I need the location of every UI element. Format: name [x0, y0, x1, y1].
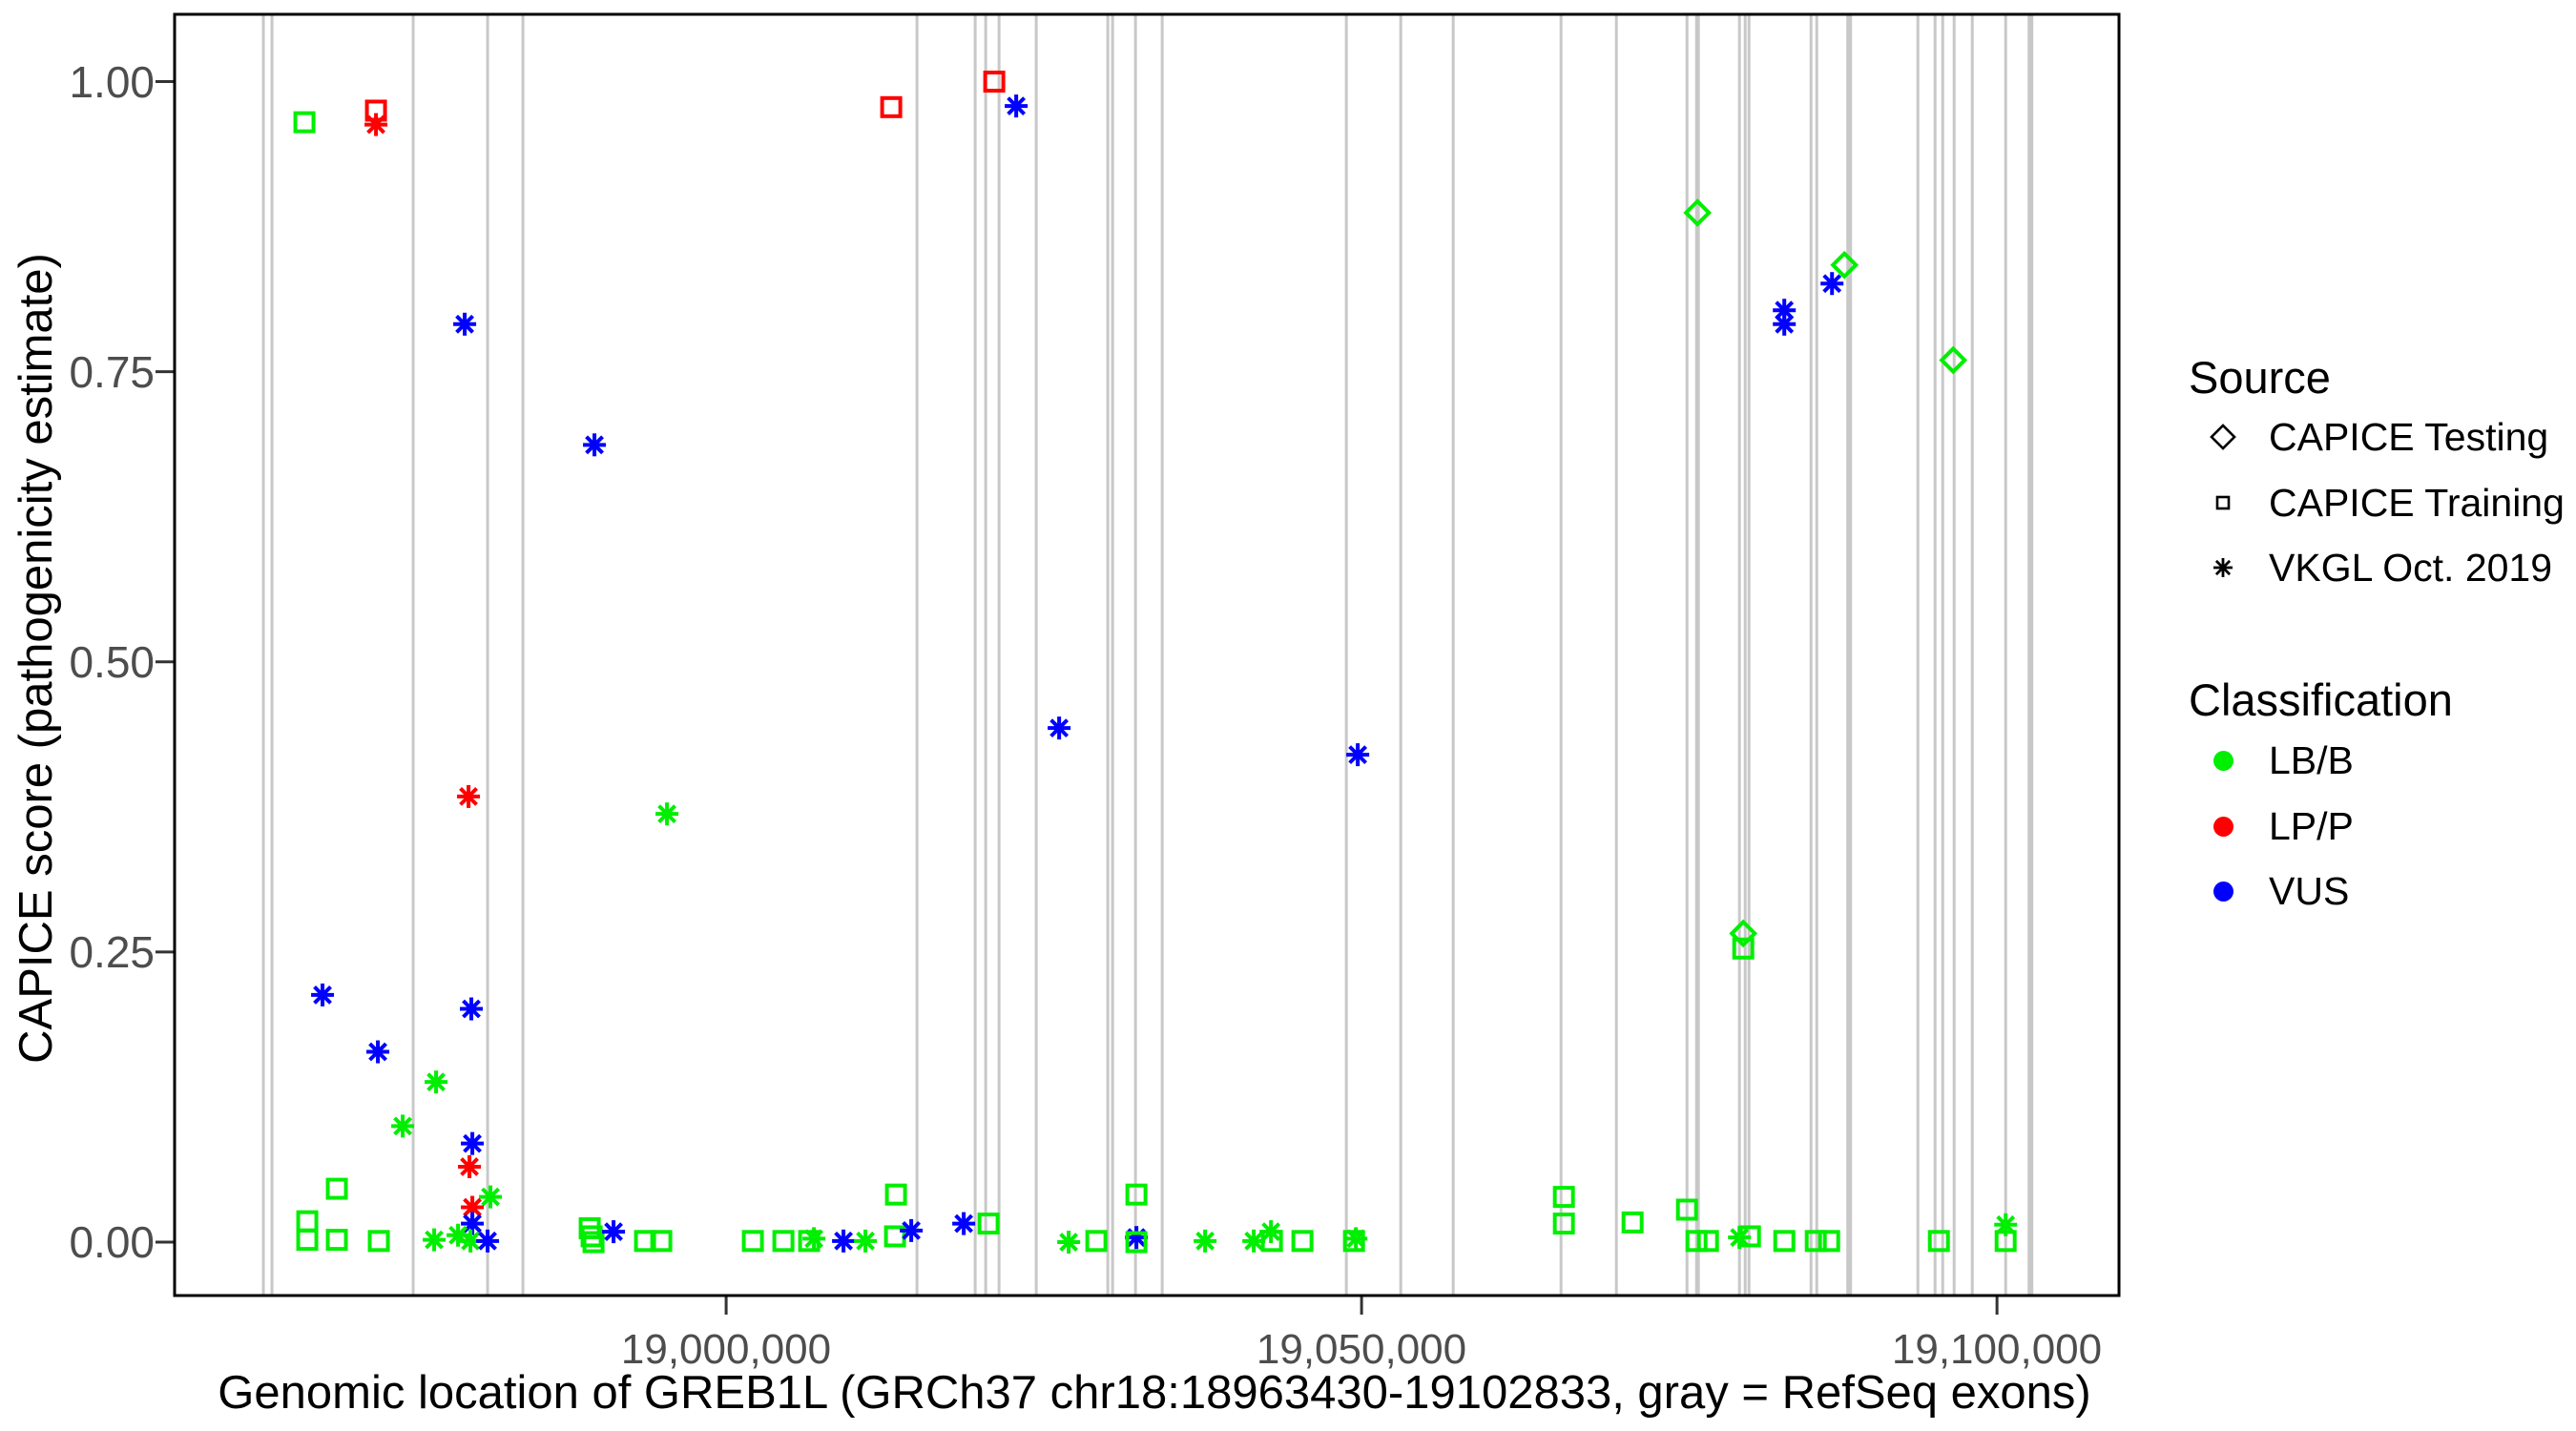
legend-item-capice-testing: CAPICE Testing: [2204, 408, 2548, 466]
data-point-asterisk: [366, 1040, 390, 1064]
data-point-square: [1085, 1230, 1108, 1253]
diamond-icon: [2204, 418, 2242, 456]
data-point-square: [1696, 1230, 1719, 1253]
data-point-square: [741, 1230, 764, 1253]
data-point-square: [1994, 1230, 2017, 1253]
data-point-asterisk: [461, 1131, 485, 1155]
data-point-asterisk: [311, 983, 335, 1006]
data-point-square: [1773, 1230, 1796, 1253]
data-point-square: [1552, 1213, 1575, 1235]
square-icon: [2204, 484, 2242, 522]
data-point-diamond: [1683, 198, 1713, 227]
data-point-asterisk: [476, 1229, 500, 1253]
data-point-square: [1818, 1230, 1840, 1253]
data-point-square: [1552, 1186, 1575, 1209]
y-tick-label-0.75: 0.75: [69, 347, 155, 397]
x-tick-label-19050000: 19,050,000: [1256, 1326, 1467, 1373]
data-point-asterisk: [479, 1185, 503, 1209]
data-point-asterisk: [1048, 716, 1071, 740]
legend-item-label: VKGL Oct. 2019: [2269, 545, 2553, 590]
y-tick-label-0.00: 0.00: [69, 1217, 155, 1267]
data-point-square: [1125, 1231, 1148, 1254]
data-point-asterisk: [1346, 743, 1370, 767]
legend-item-capice-training: CAPICE Training: [2204, 474, 2565, 531]
data-point-square: [582, 1231, 605, 1254]
data-point-square: [1927, 1230, 1950, 1253]
data-point-square: [325, 1177, 348, 1200]
data-point-square: [325, 1229, 348, 1252]
data-point-square: [983, 71, 1006, 93]
data-point-asterisk: [802, 1227, 826, 1251]
plot-panel-border: [173, 12, 2121, 1297]
data-point-square: [1685, 1230, 1708, 1253]
data-point-asterisk: [655, 802, 679, 826]
lpp-dot-icon: [2204, 807, 2242, 845]
data-point-square: [650, 1230, 673, 1253]
data-point-square: [1804, 1230, 1827, 1253]
data-point-square: [1732, 937, 1755, 960]
data-point-asterisk: [1344, 1227, 1368, 1251]
data-point-square: [977, 1213, 1000, 1235]
data-point-square: [1260, 1230, 1283, 1253]
x-tick-label-19100000: 19,100,000: [1891, 1326, 2103, 1373]
legend-item-lbb: LB/B: [2204, 732, 2354, 789]
data-point-square: [367, 1230, 390, 1253]
x-tick-label-19000000: 19,000,000: [620, 1326, 832, 1373]
data-point-square: [884, 1183, 907, 1206]
vus-dot-icon: [2204, 872, 2242, 910]
data-point-square: [880, 95, 903, 118]
data-point-square: [296, 1229, 319, 1252]
data-point-diamond: [1830, 250, 1859, 280]
data-point-square: [1738, 1225, 1761, 1248]
data-point-asterisk: [458, 1154, 482, 1178]
data-point-asterisk: [453, 312, 477, 336]
data-point-asterisk: [900, 1218, 924, 1242]
asterisk-icon: [2204, 549, 2242, 587]
data-point-asterisk: [423, 1228, 447, 1252]
data-point-square: [1291, 1230, 1314, 1253]
data-point-asterisk: [602, 1220, 626, 1244]
data-point-asterisk: [1773, 312, 1797, 336]
y-axis-title: CAPICE score (pathogenicity estimate): [10, 253, 62, 1064]
data-point-square: [1621, 1211, 1644, 1234]
data-point-asterisk: [391, 1114, 415, 1138]
legend-item-label: VUS: [2269, 868, 2350, 913]
legend-source-title: Source: [2189, 352, 2331, 403]
lbb-dot-icon: [2204, 741, 2242, 779]
data-point-asterisk: [1820, 272, 1844, 296]
y-tick-label-1.00: 1.00: [69, 57, 155, 107]
data-point-square: [296, 1210, 319, 1233]
data-point-diamond: [1939, 345, 1968, 375]
legend-item-label: CAPICE Testing: [2269, 414, 2549, 459]
data-point-asterisk: [460, 997, 484, 1021]
legend-item-label: LP/P: [2269, 803, 2354, 848]
legend-item-lpp: LP/P: [2204, 798, 2354, 855]
data-point-asterisk: [1194, 1229, 1217, 1253]
data-point-asterisk: [425, 1070, 448, 1094]
data-point-asterisk: [583, 433, 607, 457]
data-point-asterisk: [832, 1229, 856, 1253]
data-point-square: [293, 111, 316, 134]
data-point-asterisk: [952, 1212, 976, 1235]
y-tick-label-0.50: 0.50: [69, 637, 155, 687]
legend-classification-title: Classification: [2189, 674, 2453, 725]
data-point-asterisk: [1005, 94, 1028, 118]
data-point-asterisk: [1057, 1231, 1081, 1255]
legend-item-vkgl: VKGL Oct. 2019: [2204, 539, 2552, 596]
data-point-asterisk: [854, 1229, 878, 1253]
x-axis-title: Genomic location of GREB1L (GRCh37 chr18…: [218, 1367, 2091, 1419]
legend: Source CAPICE Testing CAPICE Training: [2189, 0, 2576, 1431]
legend-item-vus: VUS: [2204, 862, 2349, 920]
data-point-square: [1125, 1183, 1148, 1206]
y-tick-label-0.25: 0.25: [69, 927, 155, 977]
data-point-square: [1675, 1198, 1698, 1221]
legend-item-label: CAPICE Training: [2269, 480, 2565, 525]
legend-item-label: LB/B: [2269, 737, 2354, 782]
data-point-asterisk: [364, 113, 388, 136]
data-point-square: [772, 1230, 795, 1253]
data-point-asterisk: [457, 784, 481, 808]
